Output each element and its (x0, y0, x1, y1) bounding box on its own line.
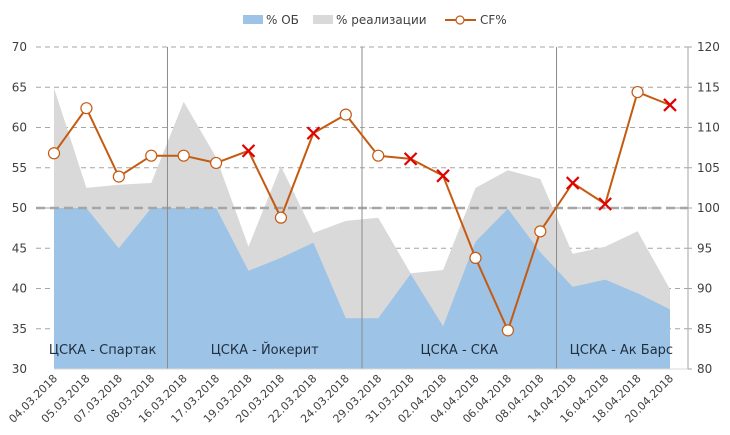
y-right-tick-label: 95 (697, 241, 712, 255)
y-axis-left-labels: 30 35 40 45 50 55 60 65 70 (12, 40, 27, 376)
match-label: ЦСКА - СКА (421, 343, 499, 358)
cf-marker-x (306, 126, 321, 140)
match-label: ЦСКА - Йокерит (211, 342, 319, 358)
y-right-tick-label: 120 (697, 40, 720, 54)
legend-label-cf: CF% (480, 13, 507, 27)
legend-item-ob: % ОБ (243, 13, 299, 27)
cf-marker-circle (274, 211, 288, 224)
y-right-tick-label: 90 (697, 282, 712, 296)
cf-marker-circle (210, 156, 223, 170)
cf-marker-circle (47, 147, 61, 160)
cf-marker-circle (534, 225, 547, 238)
y-left-tick-label: 60 (12, 121, 27, 135)
cf-marker-x-stroke (436, 169, 450, 183)
cf-marker-x-stroke (565, 176, 580, 190)
cf-marker-circle (631, 85, 644, 99)
cf-marker-x-stroke (403, 152, 418, 166)
cf-marker-x-stroke (598, 197, 612, 211)
y-right-tick-label: 115 (697, 80, 720, 94)
match-label: ЦСКА - Спартак (49, 343, 157, 358)
cf-marker-x (598, 197, 612, 211)
x-axis-labels: 04.03.201805.03.201807.03.201808.03.2018… (6, 372, 676, 426)
cf-marker-circle (501, 324, 514, 337)
y-left-tick-label: 65 (12, 80, 27, 94)
cf-marker-circle (469, 251, 482, 265)
legend-marker-cf (455, 15, 465, 25)
y-right-tick-label: 80 (697, 362, 712, 376)
cf-marker-circle (145, 149, 158, 162)
cf-marker-x-stroke (306, 126, 321, 140)
y-right-tick-label: 100 (697, 201, 720, 215)
cf-marker-x (241, 144, 256, 158)
cf-marker-x (436, 169, 450, 183)
cf-marker-x (663, 98, 677, 112)
y-left-tick-label: 35 (12, 322, 27, 336)
match-labels: ЦСКА - Спартак ЦСКА - Йокерит ЦСКА - СКА ЦС… (49, 342, 673, 358)
cf-marker-circle (372, 149, 385, 162)
legend-item-cf: CF% (445, 13, 507, 27)
y-left-tick-label: 45 (12, 241, 27, 255)
legend: % ОБ % реализации CF% (243, 13, 507, 27)
y-axis-right-labels: 80 85 90 95 100 105 110 115 120 (697, 40, 720, 376)
y-left-tick-label: 70 (12, 40, 27, 54)
cf-marker-x-stroke (241, 144, 256, 158)
cf-marker-circle (339, 108, 352, 121)
y-left-tick-label: 40 (12, 282, 27, 296)
match-label: ЦСКА - Ак Барс (570, 343, 673, 358)
axes (54, 46, 692, 370)
cf-marker-circle (112, 170, 125, 183)
y-right-tick-label: 85 (697, 322, 712, 336)
y-left-tick-label: 55 (12, 161, 27, 175)
cf-marker-x-stroke (663, 98, 677, 112)
y-right-tick-label: 105 (697, 161, 720, 175)
legend-item-realization: % реализации (313, 13, 427, 27)
cf-line-series (47, 85, 677, 337)
y-left-tick-label: 30 (12, 362, 27, 376)
cf-marker-circle (177, 149, 190, 162)
legend-swatch-ob (243, 15, 263, 24)
y-right-tick-label: 110 (697, 121, 720, 135)
legend-label-ob: % ОБ (266, 13, 299, 27)
y-left-tick-label: 50 (12, 201, 27, 215)
cf-marker-x (565, 176, 580, 190)
cf-marker-circle (80, 102, 93, 115)
legend-label-realization: % реализации (336, 13, 427, 27)
cf-marker-x (403, 152, 418, 166)
area-ob (54, 208, 670, 369)
legend-swatch-realization (313, 15, 333, 24)
